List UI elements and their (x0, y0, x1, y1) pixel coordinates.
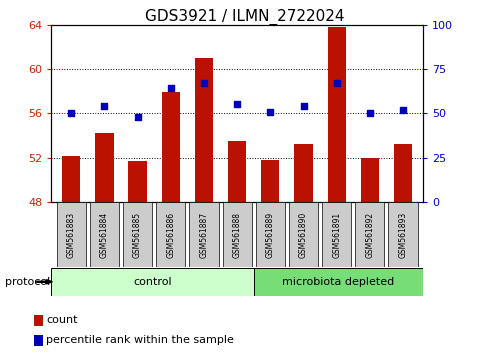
Text: count: count (46, 315, 78, 325)
Bar (90, 202, 119, 267)
Bar (327, 27, 345, 202)
Bar (261, 160, 279, 202)
Text: percentile rank within the sample: percentile rank within the sample (46, 335, 234, 345)
Text: control: control (133, 277, 172, 287)
Point (332, 80, 340, 86)
Bar (255, 202, 285, 267)
Text: protocol: protocol (5, 277, 50, 287)
Bar (322, 202, 350, 267)
Bar (288, 202, 318, 267)
Text: GSM561884: GSM561884 (100, 211, 109, 258)
Point (365, 110, 373, 116)
Bar (162, 92, 180, 202)
Text: GSM561892: GSM561892 (365, 211, 374, 258)
Bar (194, 58, 213, 202)
Point (233, 102, 241, 107)
Bar (156, 202, 185, 267)
Point (101, 103, 108, 109)
Text: GSM561891: GSM561891 (331, 211, 341, 258)
Text: GSM561890: GSM561890 (299, 211, 307, 258)
Text: GSM561883: GSM561883 (67, 211, 76, 258)
Bar (222, 202, 251, 267)
Bar (128, 161, 146, 202)
Point (133, 114, 141, 120)
Text: GDS3921 / ILMN_2722024: GDS3921 / ILMN_2722024 (144, 9, 344, 25)
Point (266, 109, 274, 114)
Point (398, 107, 406, 113)
Bar (360, 158, 378, 202)
Bar (57, 202, 86, 267)
Bar (387, 202, 417, 267)
Bar (227, 141, 246, 202)
Text: GSM561893: GSM561893 (398, 211, 407, 258)
Bar (189, 202, 218, 267)
Bar (51, 268, 254, 296)
Bar (62, 156, 80, 202)
Text: GSM561885: GSM561885 (133, 211, 142, 258)
Text: GSM561887: GSM561887 (199, 211, 208, 258)
Text: microbiota depleted: microbiota depleted (282, 277, 394, 287)
Text: GSM561889: GSM561889 (265, 211, 274, 258)
Bar (294, 144, 312, 202)
Bar (393, 144, 411, 202)
Bar (123, 202, 152, 267)
Text: GSM561886: GSM561886 (166, 211, 175, 258)
Point (67, 110, 75, 116)
Point (299, 103, 307, 109)
Bar (95, 133, 113, 202)
Point (166, 86, 174, 91)
Point (200, 80, 207, 86)
Bar (254, 268, 422, 296)
Bar (355, 202, 384, 267)
Text: GSM561888: GSM561888 (232, 212, 241, 257)
